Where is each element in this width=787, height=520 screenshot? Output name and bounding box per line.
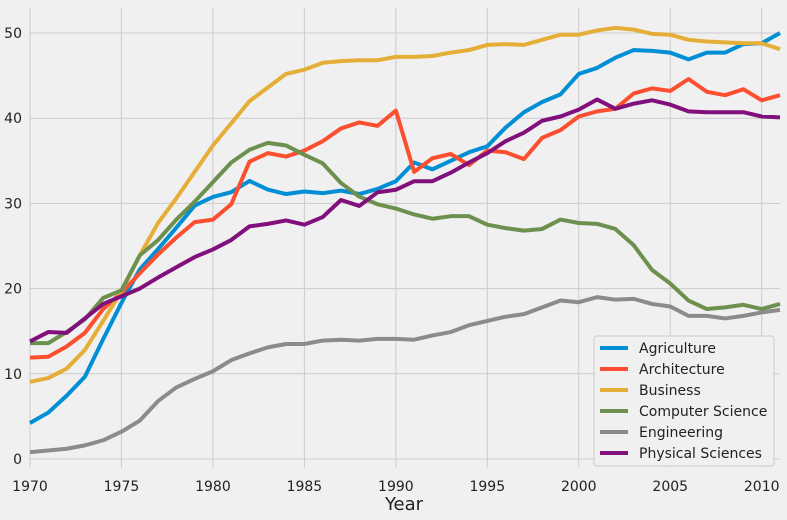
series-line-engineering	[29, 295, 781, 455]
series-line-agriculture	[29, 31, 781, 425]
legend-label: Physical Sciences	[639, 446, 762, 462]
x-tick-label: 2010	[744, 479, 780, 495]
y-tick-label: 10	[4, 367, 22, 383]
legend-label: Agriculture	[639, 341, 716, 357]
series-line-business	[29, 25, 781, 384]
legend-label: Engineering	[639, 425, 723, 441]
x-tick-label: 2005	[652, 479, 688, 495]
x-axis-label: Year	[384, 494, 424, 515]
legend: Agriculture Architecture Business Computer …	[593, 335, 775, 467]
legend-label: Architecture	[639, 362, 725, 378]
series-line-computer-science	[30, 140, 781, 346]
legend-label: Computer Science	[639, 404, 767, 420]
y-tick-label: 40	[4, 111, 22, 127]
series-line-architecture	[29, 77, 781, 360]
x-tick-label: 1970	[12, 479, 48, 495]
y-tick-label: 30	[4, 196, 22, 212]
x-tick-label: 1975	[104, 479, 140, 495]
x-tick-label: 1995	[469, 479, 505, 495]
x-tick-label: 1990	[378, 479, 414, 495]
legend-box	[593, 335, 775, 467]
y-tick-label: 0	[13, 452, 22, 468]
legend-label: Business	[639, 383, 701, 399]
y-tick-label: 50	[4, 26, 22, 42]
x-tick-label: 2000	[561, 479, 597, 495]
tick-labels: 1970 1975 1980 1985 1990 1995 2000 2005 2010 0 10 2…	[4, 26, 779, 495]
x-tick-label: 1980	[195, 479, 231, 495]
y-tick-label: 20	[4, 282, 22, 298]
series-line-physical-sciences	[29, 97, 781, 344]
series-lines	[29, 25, 781, 455]
x-tick-label: 1985	[287, 479, 323, 495]
